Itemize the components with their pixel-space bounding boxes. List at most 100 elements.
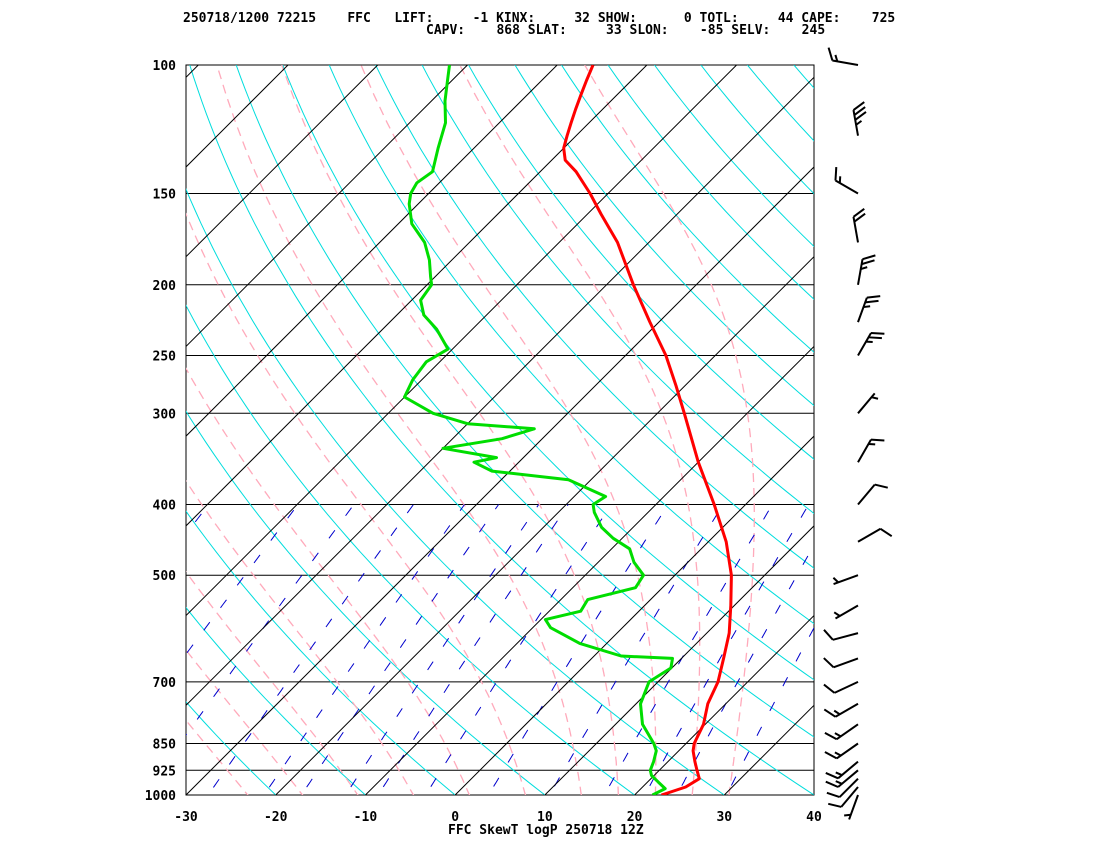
wind-barb-flag bbox=[826, 48, 834, 61]
wind-barb bbox=[824, 622, 858, 642]
wind-barb-staff bbox=[833, 633, 858, 640]
isobar-label: 400 bbox=[153, 499, 177, 514]
wind-barb bbox=[852, 209, 869, 243]
wind-barb-flag bbox=[881, 526, 892, 539]
moist-adiabat bbox=[0, 65, 314, 811]
isotherm bbox=[0, 65, 557, 795]
temperature-tick-label: 20 bbox=[627, 810, 643, 825]
isobar-label: 850 bbox=[153, 737, 177, 752]
isotherm bbox=[0, 65, 288, 795]
dry-adiabat bbox=[933, 65, 1120, 795]
wind-barb bbox=[858, 393, 879, 417]
mixing-ratio-line bbox=[416, 505, 611, 811]
wind-barb bbox=[832, 600, 858, 618]
dry-adiabat bbox=[747, 65, 1120, 795]
mixing-ratio-line bbox=[0, 505, 135, 811]
isobar-label: 200 bbox=[153, 279, 177, 294]
dry-adiabat bbox=[283, 65, 994, 795]
wind-barb-flag bbox=[824, 656, 834, 669]
temperature-tick-label: 10 bbox=[537, 810, 553, 825]
temperature-tick-label: -20 bbox=[264, 810, 288, 825]
dry-adiabat bbox=[4, 65, 455, 795]
mixing-ratio-line bbox=[0, 505, 209, 811]
mixing-ratio-line bbox=[719, 505, 882, 811]
isotherm bbox=[0, 65, 19, 795]
wind-barb bbox=[852, 102, 869, 136]
wind-barb-flag bbox=[824, 682, 835, 695]
isobar-label: 250 bbox=[153, 349, 177, 364]
temperature-tick-label: -30 bbox=[174, 810, 198, 825]
dry-adiabat bbox=[329, 65, 1083, 795]
isotherm bbox=[365, 65, 1095, 795]
dry-adiabat bbox=[562, 65, 1120, 795]
wind-barb bbox=[858, 253, 875, 287]
isobar-label: 700 bbox=[153, 676, 177, 691]
wind-barb bbox=[832, 570, 858, 585]
moist-adiabat bbox=[585, 65, 755, 811]
chart-title: FFC SkewT logP 250718 12Z bbox=[448, 823, 644, 838]
wind-barb-flag bbox=[825, 729, 837, 742]
header-line2: CAPV: 868 SLAT: 33 SLON: -85 SELV: 245 bbox=[426, 23, 825, 38]
moist-adiabat bbox=[282, 65, 619, 811]
temperature-tick-label: 40 bbox=[806, 810, 822, 825]
mixing-ratio-line bbox=[71, 505, 298, 811]
isotherm bbox=[186, 65, 916, 795]
dry-adiabat bbox=[655, 65, 1120, 795]
dry-adiabat bbox=[97, 65, 635, 795]
wind-barb-staff bbox=[858, 485, 875, 505]
isotherm bbox=[0, 65, 647, 795]
wind-barb bbox=[858, 526, 892, 552]
wind-barb-staff bbox=[858, 529, 881, 542]
wind-barb-flag bbox=[827, 789, 840, 802]
wind-barb bbox=[826, 752, 858, 782]
plot-frame bbox=[186, 65, 814, 795]
wind-barb bbox=[824, 671, 858, 695]
wind-barb bbox=[858, 328, 884, 362]
wind-barb bbox=[824, 647, 858, 669]
wind-barb-flag bbox=[824, 628, 833, 641]
isobar-label: 100 bbox=[153, 59, 177, 74]
moist-adiabat bbox=[0, 65, 260, 811]
wind-barb bbox=[825, 714, 858, 742]
moist-adiabat bbox=[139, 65, 529, 811]
wind-barb bbox=[858, 434, 884, 468]
wind-barb bbox=[830, 167, 864, 193]
isotherm bbox=[0, 65, 378, 795]
isobar-label: 1000 bbox=[145, 789, 176, 804]
dry-adiabat bbox=[190, 65, 814, 795]
dry-adiabat bbox=[0, 65, 365, 795]
dry-adiabat bbox=[469, 65, 1120, 795]
wind-barb-flag bbox=[825, 749, 837, 762]
isobar-label: 300 bbox=[153, 407, 177, 422]
moist-adiabat bbox=[0, 65, 368, 811]
dry-adiabat bbox=[794, 65, 1120, 795]
wind-barb-staff bbox=[834, 682, 858, 693]
mixing-ratio-line bbox=[0, 505, 61, 811]
dry-adiabat bbox=[143, 65, 724, 795]
wind-barb-flag bbox=[826, 778, 838, 791]
wind-barb-flag bbox=[824, 706, 835, 719]
wind-barb-flag bbox=[826, 769, 838, 782]
dry-adiabat bbox=[50, 65, 545, 795]
dry-adiabat bbox=[701, 65, 1120, 795]
temperature-tick-label: 30 bbox=[716, 810, 732, 825]
temperature-tick-label: -10 bbox=[354, 810, 378, 825]
wind-barb-staff bbox=[834, 658, 858, 667]
isotherm bbox=[635, 65, 1120, 795]
wind-barb-flag bbox=[828, 799, 841, 811]
wind-barb bbox=[826, 48, 860, 65]
wind-barb-staff bbox=[840, 779, 858, 797]
isotherm bbox=[814, 65, 1120, 795]
isotherm bbox=[545, 65, 1120, 795]
isotherm bbox=[7, 65, 737, 795]
dry-adiabat bbox=[236, 65, 904, 795]
wind-barb bbox=[858, 292, 880, 326]
wind-barb bbox=[825, 734, 858, 762]
mixing-ratio-line bbox=[336, 505, 539, 811]
wind-barb bbox=[824, 693, 858, 719]
isotherm bbox=[0, 65, 109, 795]
isobar-label: 500 bbox=[153, 569, 177, 584]
dry-adiabat bbox=[840, 65, 1120, 795]
